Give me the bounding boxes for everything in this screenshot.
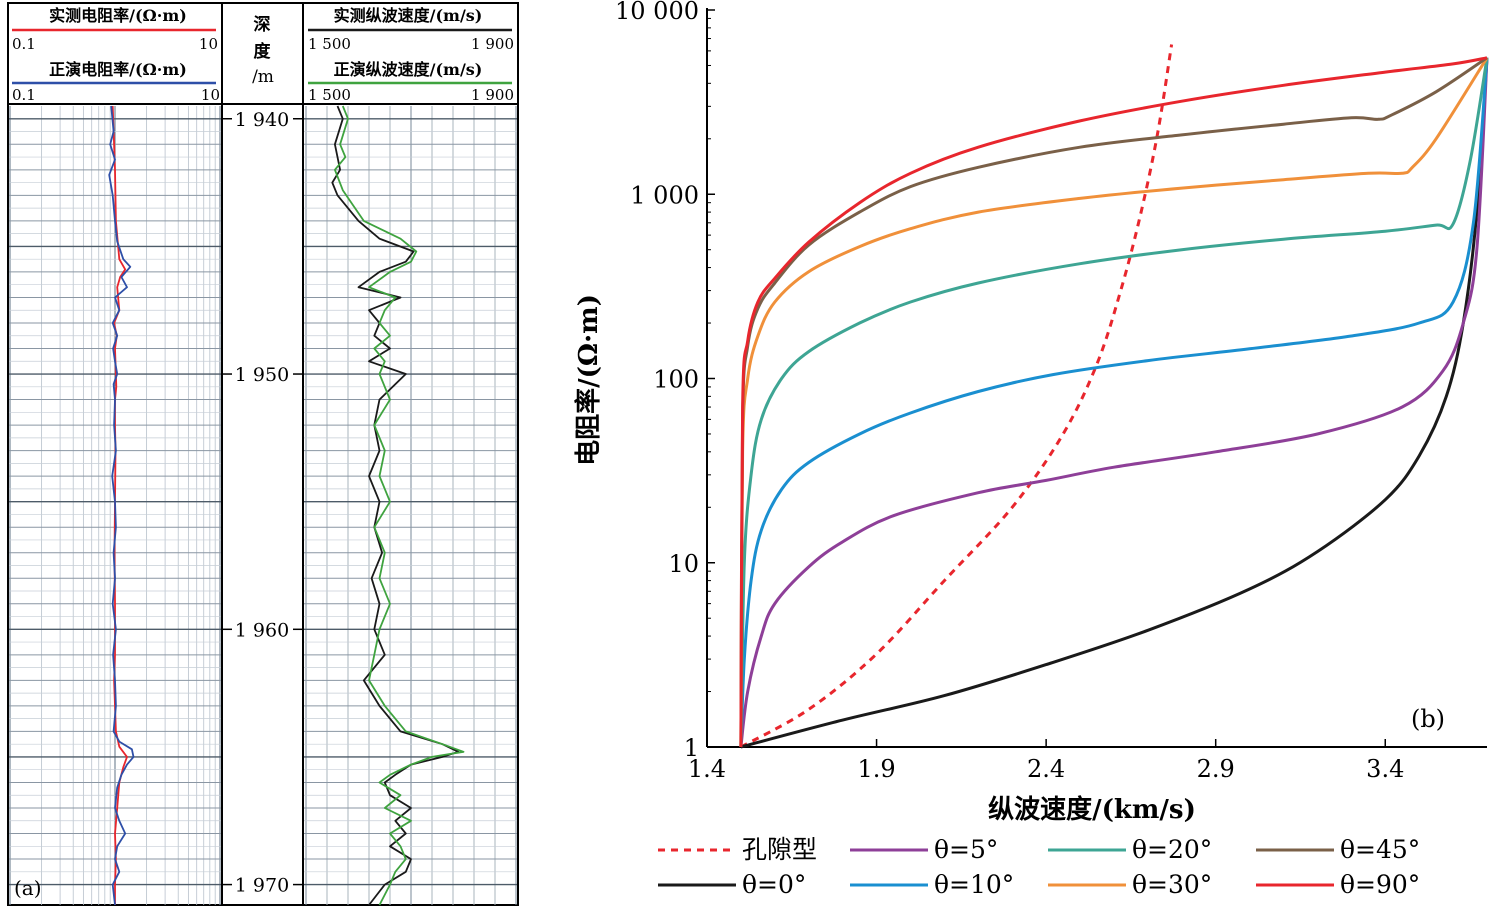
res-track-curves [108,105,135,906]
x-axis-label: 纵波速度/(km/s) [988,794,1196,825]
vel-measured-title: 实测纵波速度/(m/s) [334,6,483,25]
x-tick-label: 2.4 [1027,755,1065,783]
series-line [740,57,1489,749]
vel-forward-title: 正演纵波速度/(m/s) [334,60,483,79]
depth-tick-label: 1 970 [235,875,289,897]
vel-track-grid [304,106,517,905]
panel-a: 实测电阻率/(Ω·m) 0.1 10 正演电阻率/(Ω·m) 0.1 10 深 … [7,2,519,906]
legend-label: θ=5° [934,835,998,864]
depth-ticks: 1 940 1 950 1 960 1 970 [222,109,303,897]
y-tick-label: 10 000 [615,0,699,25]
series-line [739,57,1489,748]
y-tick-label: 1 [684,734,699,762]
res-forward-max: 10 [201,86,220,104]
velocity-log-curve [331,105,460,906]
x-tick-label: 3.4 [1366,755,1404,783]
resistivity-log-curve [108,105,135,906]
y-tick-label: 1 000 [630,181,699,209]
y-tick-label: 100 [653,366,699,394]
depth-tick-label: 1 960 [235,619,289,641]
panel-b-legend: 孔隙型 θ=5° θ=20° θ=45° θ=0° θ=10° θ=30° θ=90° [658,835,1420,899]
y-tick-label: 10 [668,550,699,578]
res-measured-title: 实测电阻率/(Ω·m) [49,6,187,25]
vel-measured-min: 1 500 [308,35,351,53]
panel-a-label: (a) [14,876,42,900]
panel-b-axes: 1.4 1.9 2.4 2.9 3.4 1 10 100 1 000 10 000 纵波速度/(km… [573,0,1487,825]
x-tick-label: 1.9 [857,755,895,783]
legend-label: 孔隙型 [742,835,817,864]
legend-label: θ=45° [1340,835,1420,864]
x-tick-label: 2.9 [1197,755,1235,783]
depth-tick-label: 1 950 [235,364,289,386]
depth-title-2: 度 [254,41,272,62]
vel-measured-max: 1 900 [471,35,514,53]
vel-forward-max: 1 900 [471,86,514,104]
res-track-grid [9,106,221,905]
series-line [739,57,1489,748]
series-line [739,57,1489,748]
depth-title-3: /m [252,67,274,87]
depth-tick-label: 1 940 [235,109,289,131]
panel-b: 1.4 1.9 2.4 2.9 3.4 1 10 100 1 000 10 000 纵波速度/(km… [573,0,1489,899]
series-line [740,44,1174,749]
vel-forward-min: 1 500 [308,86,351,104]
velocity-log-curve [333,105,465,906]
legend-label: θ=30° [1132,870,1212,899]
panel-a-frame [7,2,519,906]
res-forward-min: 0.1 [12,86,36,104]
x-tick-label: 1.4 [688,755,726,783]
legend-label: θ=90° [1340,870,1420,899]
series-line [739,57,1489,748]
res-forward-title: 正演电阻率/(Ω·m) [49,60,187,79]
legend-label: θ=10° [934,870,1014,899]
depth-title-1: 深 [254,14,271,35]
legend-label: θ=20° [1132,835,1212,864]
y-axis-label: 电阻率/(Ω·m) [573,294,604,466]
vel-track-curves [331,105,465,906]
res-measured-min: 0.1 [12,35,36,53]
panel-b-curves [739,44,1489,749]
legend-label: θ=0° [742,870,806,899]
panel-b-label: (b) [1411,705,1445,733]
series-line [739,56,1488,748]
res-measured-max: 10 [199,35,218,53]
